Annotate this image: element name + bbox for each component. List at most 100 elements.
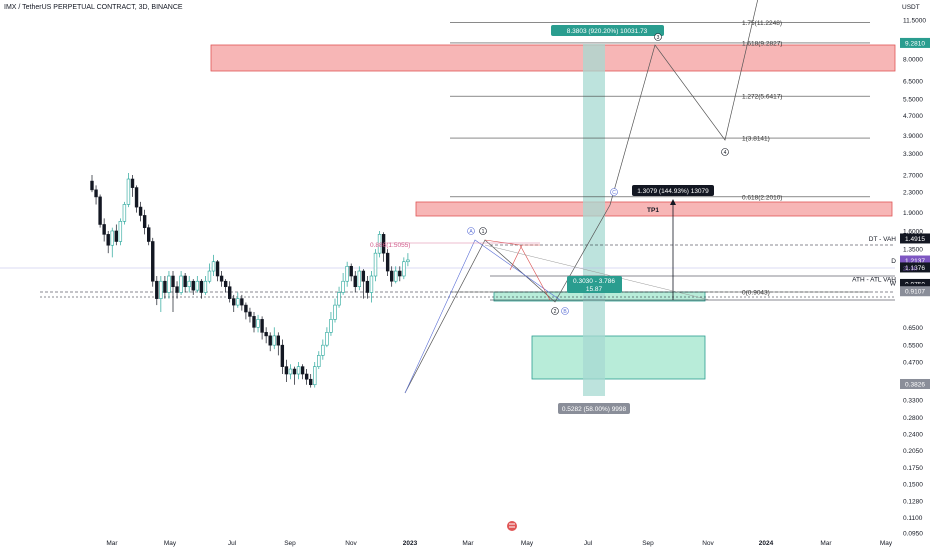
x-tick-label: Jul	[228, 540, 237, 547]
candle-body	[385, 252, 390, 272]
candle-body	[106, 234, 110, 246]
y-tick-label: 0.1500	[903, 482, 923, 489]
candle-body	[155, 280, 159, 299]
y-tick-label: 8.0000	[903, 56, 923, 63]
fib-level-label: 1(3.8141)	[742, 136, 770, 143]
x-tick-label: May	[880, 540, 893, 547]
x-tick-label: Mar	[462, 540, 474, 547]
candle-body	[248, 311, 252, 317]
candle-body	[317, 355, 321, 367]
candle-body	[147, 227, 151, 242]
candle-body	[260, 319, 264, 333]
symbol-title: IMX / TetherUS PERPETUAL CONTRACT, 3D, B…	[4, 4, 183, 11]
candle-body	[223, 280, 228, 288]
level-label: D	[891, 258, 896, 265]
candle-body	[272, 335, 276, 346]
x-tick-label: Sep	[284, 540, 296, 547]
candle-body	[369, 275, 374, 293]
x-tick-label: Nov	[345, 540, 357, 547]
fib-level-label: 0(0.9043)	[742, 289, 770, 296]
y-tick-label: 0.1280	[903, 499, 923, 506]
y-tick-label: 3.3000	[903, 151, 923, 158]
x-axis: Mar May Jul Sep Nov 2023 Mar May Jul Sep Nov 2024 Ma…	[106, 540, 892, 547]
y-tick-label: 0.5500	[903, 343, 923, 350]
candle-body	[159, 280, 163, 299]
measure-bottom-label: 0.5282 (58.00%) 9998	[562, 406, 627, 413]
y-tick-label: 0.2050	[903, 448, 923, 455]
candle-body	[126, 178, 131, 205]
candle-body	[308, 378, 313, 386]
y-tick-label: 3.9000	[903, 133, 923, 140]
position-label-2: 15.87	[586, 286, 603, 293]
candle-body	[102, 224, 106, 235]
y-tick-label: 6.5000	[903, 79, 923, 86]
candle-body	[349, 265, 353, 277]
candle-body	[381, 234, 386, 254]
candle-body	[365, 280, 370, 293]
x-tick-label: Nov	[702, 540, 714, 547]
x-tick-label: Sep	[642, 540, 654, 547]
candle-body	[394, 270, 398, 282]
wave-marker	[721, 148, 729, 156]
x-tick-label: 2023	[403, 540, 418, 547]
candle-body	[288, 368, 293, 375]
arrow-head	[670, 199, 676, 205]
measure-mid-label: 1.3079 (144.93%) 13079	[637, 188, 709, 195]
x-tick-label: 2024	[759, 540, 774, 547]
wave-label: 1	[482, 229, 485, 235]
level-label: DT - VAH	[869, 236, 897, 243]
currency-label: USDT	[902, 4, 920, 11]
candle-body	[313, 366, 317, 386]
candle-body	[244, 304, 248, 313]
candle-body	[130, 178, 135, 188]
candle-body	[321, 344, 325, 356]
measure-bar	[583, 44, 605, 396]
candle-body	[357, 270, 361, 288]
wave-label: 2	[554, 309, 557, 315]
candle-body	[187, 280, 191, 288]
projection-paths	[380, 0, 759, 394]
position-box	[567, 276, 622, 293]
candle-body	[264, 332, 268, 337]
candle-body	[151, 241, 155, 282]
candle-body	[256, 319, 260, 328]
candle-body	[167, 275, 171, 293]
zones-layer	[210, 44, 896, 396]
candle-body	[361, 270, 366, 282]
red-path	[484, 239, 551, 301]
candle-body	[353, 275, 357, 288]
wave-marker	[479, 227, 487, 235]
candle-body	[398, 270, 402, 277]
wave-label: C	[612, 190, 616, 196]
candle-body	[280, 344, 285, 367]
price-badge	[900, 233, 930, 244]
candle-body	[114, 230, 119, 242]
candle-body	[325, 332, 329, 346]
candle-body	[232, 298, 236, 306]
price-badge-label: 1.4915	[905, 236, 925, 243]
candle-body	[333, 304, 337, 320]
candle-body	[373, 252, 378, 277]
candle-body	[276, 335, 280, 346]
price-badge	[900, 286, 930, 297]
y-tick-label: 0.4700	[903, 359, 923, 366]
price-badge-label: 1.1376	[905, 265, 925, 272]
fib-level-label: 1.272(5.6417)	[742, 94, 782, 101]
tp1-zone	[415, 201, 893, 217]
candle-body	[203, 280, 208, 293]
y-tick-label: 11.5000	[903, 18, 926, 25]
candle-body	[98, 196, 102, 225]
candle-body	[122, 204, 127, 222]
candle-body	[118, 221, 123, 242]
trend-line	[484, 244, 711, 301]
x-tick-label: Mar	[106, 540, 118, 547]
candle-body	[94, 189, 98, 198]
y-tick-label: 0.6500	[903, 325, 923, 332]
candles-layer	[90, 173, 410, 388]
price-badge	[900, 255, 930, 266]
candle-body	[337, 292, 341, 306]
y-tick-label: 0.2400	[903, 431, 923, 438]
y-tick-label: 1.3500	[903, 247, 923, 254]
